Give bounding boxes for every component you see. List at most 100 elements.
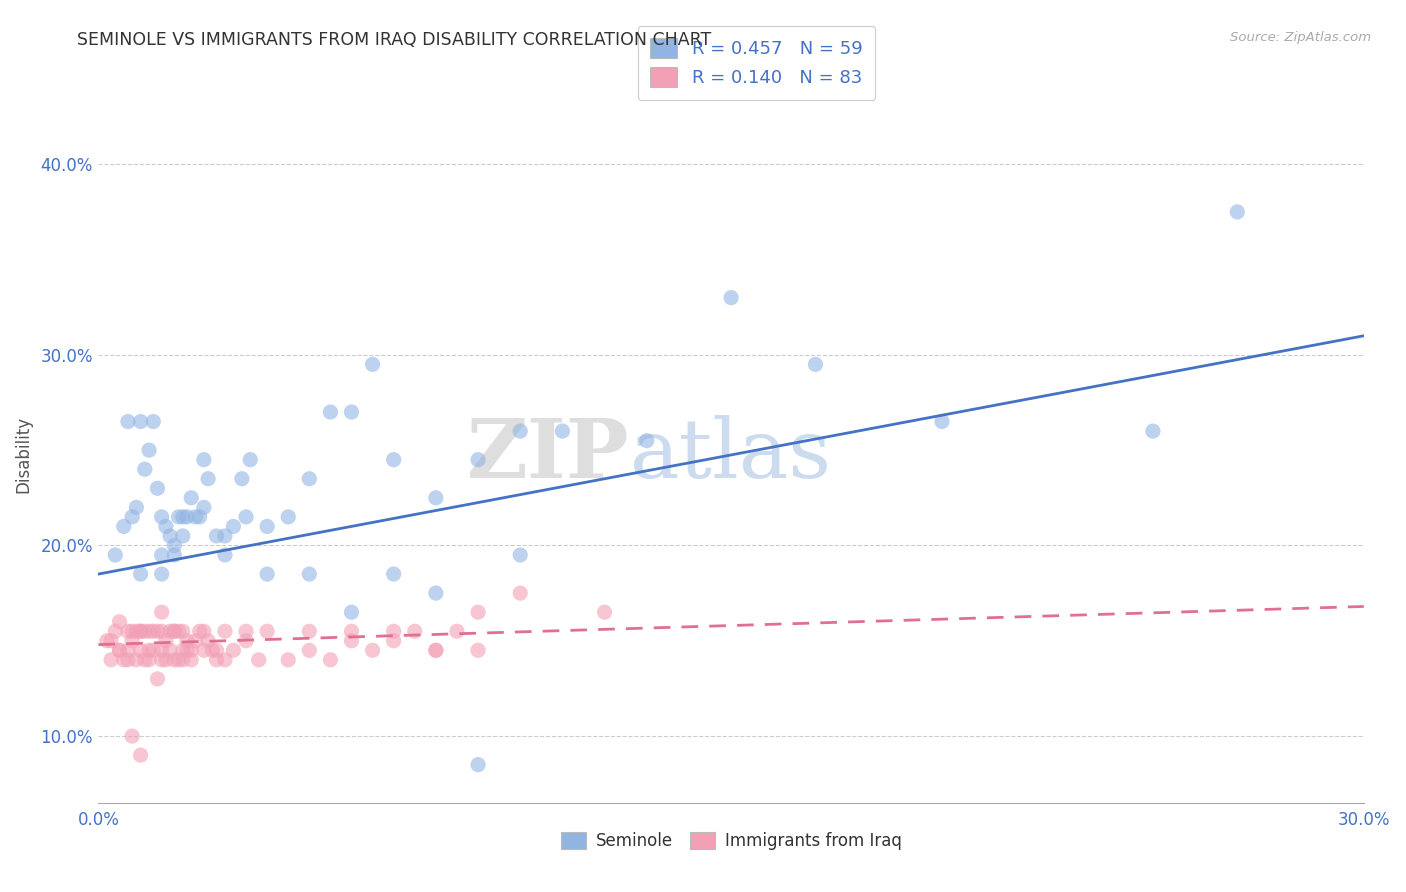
Point [100, 633, 122, 648]
Point [1142, 424, 1164, 438]
Point [129, 624, 152, 639]
Point [108, 615, 131, 629]
Point [425, 491, 447, 505]
Point [176, 643, 198, 657]
Point [112, 519, 135, 533]
Point [172, 653, 194, 667]
Point [129, 567, 152, 582]
Point [425, 643, 447, 657]
Text: Source: ZipAtlas.com: Source: ZipAtlas.com [1230, 31, 1371, 45]
Legend: Seminole, Immigrants from Iraq: Seminole, Immigrants from Iraq [554, 826, 908, 857]
Point [112, 653, 135, 667]
Point [117, 624, 139, 639]
Point [340, 405, 363, 419]
Point [142, 643, 165, 657]
Point [467, 605, 489, 619]
Point [150, 624, 173, 639]
Point [214, 548, 236, 562]
Point [134, 653, 156, 667]
Point [804, 357, 827, 371]
Point [509, 586, 531, 600]
Point [319, 405, 342, 419]
Point [193, 452, 215, 467]
Point [159, 529, 181, 543]
Point [121, 624, 143, 639]
Point [117, 653, 139, 667]
Point [509, 424, 531, 438]
Point [163, 624, 186, 639]
Point [214, 624, 236, 639]
Point [193, 643, 215, 657]
Point [214, 653, 236, 667]
Point [163, 653, 186, 667]
Point [340, 633, 363, 648]
Point [150, 548, 173, 562]
Point [167, 653, 190, 667]
Point [184, 633, 207, 648]
Point [214, 529, 236, 543]
Point [150, 643, 173, 657]
Point [298, 472, 321, 486]
Point [159, 643, 181, 657]
Point [931, 415, 953, 429]
Point [201, 643, 224, 657]
Point [222, 519, 245, 533]
Point [121, 729, 143, 743]
Point [121, 633, 143, 648]
Point [125, 500, 148, 515]
Point [467, 757, 489, 772]
Point [138, 624, 160, 639]
Point [382, 452, 405, 467]
Point [551, 424, 574, 438]
Point [593, 605, 616, 619]
Point [146, 672, 169, 686]
Point [172, 509, 194, 524]
Text: atlas: atlas [630, 415, 832, 495]
Point [235, 624, 257, 639]
Point [172, 529, 194, 543]
Text: SEMINOLE VS IMMIGRANTS FROM IRAQ DISABILITY CORRELATION CHART: SEMINOLE VS IMMIGRANTS FROM IRAQ DISABIL… [77, 31, 711, 49]
Point [446, 624, 468, 639]
Point [100, 653, 122, 667]
Point [231, 472, 253, 486]
Point [467, 452, 489, 467]
Y-axis label: Disability: Disability [14, 417, 32, 493]
Point [193, 624, 215, 639]
Point [382, 624, 405, 639]
Point [509, 548, 531, 562]
Point [167, 624, 190, 639]
Point [155, 633, 177, 648]
Point [134, 624, 156, 639]
Point [104, 624, 127, 639]
Point [361, 357, 384, 371]
Point [425, 643, 447, 657]
Point [172, 643, 194, 657]
Point [150, 567, 173, 582]
Point [184, 509, 207, 524]
Point [125, 624, 148, 639]
Point [205, 643, 228, 657]
Point [239, 452, 262, 467]
Point [340, 605, 363, 619]
Point [172, 624, 194, 639]
Point [176, 633, 198, 648]
Point [720, 291, 742, 305]
Point [150, 653, 173, 667]
Point [150, 509, 173, 524]
Point [340, 624, 363, 639]
Point [636, 434, 658, 448]
Point [146, 481, 169, 495]
Point [142, 624, 165, 639]
Point [142, 415, 165, 429]
Point [159, 624, 181, 639]
Point [188, 509, 211, 524]
Point [108, 643, 131, 657]
Point [138, 643, 160, 657]
Point [138, 653, 160, 667]
Point [176, 509, 198, 524]
Point [129, 415, 152, 429]
Point [298, 624, 321, 639]
Point [108, 643, 131, 657]
Point [138, 443, 160, 458]
Point [146, 624, 169, 639]
